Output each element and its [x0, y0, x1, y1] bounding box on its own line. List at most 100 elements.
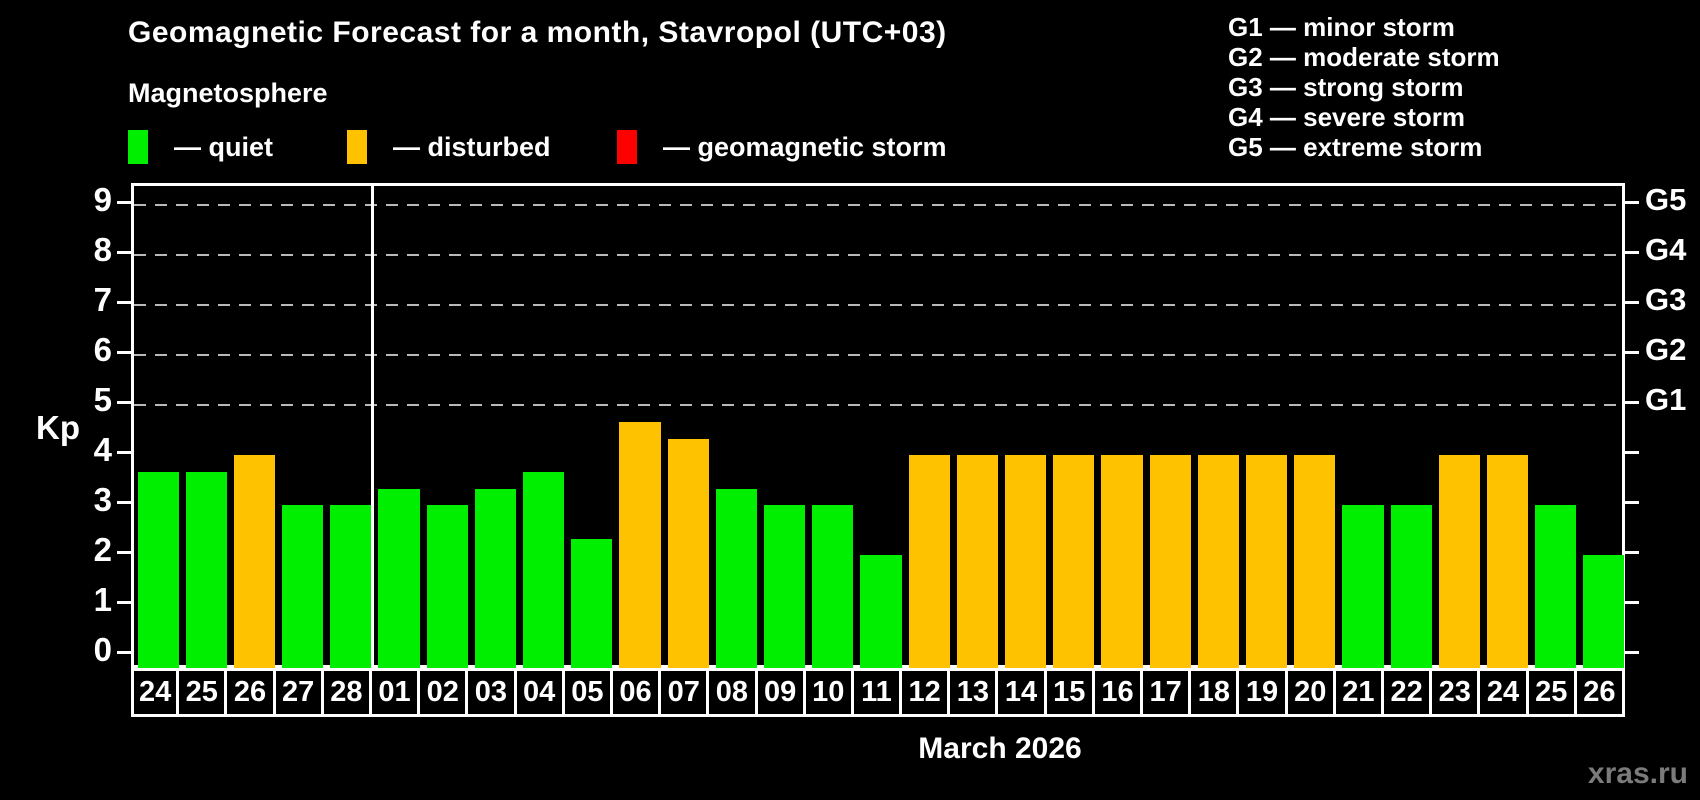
right-tick-9	[1625, 201, 1639, 204]
right-axis-label-g5: G5	[1645, 182, 1687, 218]
day-label-24: 24	[131, 668, 180, 717]
y-tick-label-0: 0	[93, 631, 112, 669]
day-label-11: 11	[850, 668, 903, 717]
y-tick-label-3: 3	[93, 481, 112, 519]
plot-area	[131, 183, 1625, 668]
day-label-20: 20	[1284, 668, 1336, 717]
right-tick-1	[1625, 601, 1639, 604]
day-label-09: 09	[754, 668, 806, 717]
kp-bar-day-25	[1535, 505, 1577, 668]
day-label-03: 03	[465, 668, 517, 717]
y-tick-7	[117, 301, 131, 304]
day-label-01: 01	[368, 668, 421, 717]
y-tick-0	[117, 651, 131, 654]
right-tick-0	[1625, 651, 1639, 654]
kp-bar-day-10	[812, 505, 854, 668]
chart-subtitle: Magnetosphere	[128, 78, 328, 108]
kp-bar-day-01	[378, 488, 420, 668]
kp-bar-day-23	[1438, 455, 1480, 668]
day-label-27: 27	[272, 668, 324, 717]
right-tick-8	[1625, 251, 1639, 254]
kp-bar-day-02	[426, 505, 468, 668]
day-label-05: 05	[561, 668, 613, 717]
kp-bar-day-25	[185, 471, 227, 668]
day-label-17: 17	[1140, 668, 1192, 717]
gridline-kp-6	[134, 354, 1622, 356]
kp-bar-day-24	[137, 471, 179, 668]
kp-bar-day-15	[1053, 455, 1095, 668]
kp-bar-day-07	[667, 438, 709, 668]
day-label-10: 10	[802, 668, 854, 717]
y-tick-label-1: 1	[93, 581, 112, 619]
day-label-08: 08	[706, 668, 758, 717]
right-axis-label-g1: G1	[1645, 382, 1687, 418]
day-label-18: 18	[1188, 668, 1240, 717]
right-tick-2	[1625, 551, 1639, 554]
y-tick-9	[117, 201, 131, 204]
day-label-28: 28	[320, 668, 372, 717]
day-label-13: 13	[947, 668, 999, 717]
kp-bar-day-17	[1149, 455, 1191, 668]
y-tick-label-8: 8	[93, 231, 112, 269]
y-tick-5	[117, 401, 131, 404]
y-tick-4	[117, 451, 131, 454]
day-label-02: 02	[417, 668, 469, 717]
storm-scale-line-g2: G2 — moderate storm	[1228, 42, 1500, 72]
gridline-kp-9	[134, 204, 1622, 206]
right-axis-label-g4: G4	[1645, 232, 1687, 268]
right-tick-7	[1625, 301, 1639, 304]
legend-label-disturbed: — disturbed	[393, 131, 551, 162]
legend-label-storm: — geomagnetic storm	[663, 131, 947, 162]
watermark: xras.ru	[1587, 757, 1688, 790]
day-label-14: 14	[995, 668, 1047, 717]
kp-bar-day-26	[1583, 555, 1625, 668]
kp-bar-day-06	[619, 421, 661, 668]
right-axis-label-g3: G3	[1645, 282, 1687, 318]
kp-bar-day-21	[1342, 505, 1384, 668]
day-label-19: 19	[1236, 668, 1288, 717]
storm-color-swatch	[617, 130, 637, 164]
right-tick-3	[1625, 501, 1639, 504]
day-label-15: 15	[1043, 668, 1095, 717]
legend-label-quiet: — quiet	[174, 131, 273, 162]
legend-item-quiet: — quiet	[128, 130, 273, 164]
kp-bar-day-04	[523, 471, 565, 668]
right-tick-4	[1625, 451, 1639, 454]
day-label-07: 07	[658, 668, 710, 717]
kp-bar-day-13	[956, 455, 998, 668]
month-separator-line	[371, 186, 374, 665]
right-tick-6	[1625, 351, 1639, 354]
kp-bar-day-11	[860, 555, 902, 668]
day-label-25: 25	[176, 668, 228, 717]
day-label-04: 04	[513, 668, 565, 717]
y-tick-label-6: 6	[93, 331, 112, 369]
kp-bar-day-18	[1197, 455, 1239, 668]
y-tick-label-9: 9	[93, 181, 112, 219]
y-tick-label-2: 2	[93, 531, 112, 569]
y-tick-1	[117, 601, 131, 604]
kp-bar-day-09	[764, 505, 806, 668]
day-label-25: 25	[1525, 668, 1577, 717]
y-tick-6	[117, 351, 131, 354]
kp-bar-day-16	[1101, 455, 1143, 668]
day-label-12: 12	[899, 668, 951, 717]
storm-scale-line-g1: G1 — minor storm	[1228, 12, 1455, 42]
storm-scale-line-g4: G4 — severe storm	[1228, 102, 1466, 132]
kp-bar-day-20	[1294, 455, 1336, 668]
y-tick-label-4: 4	[93, 431, 112, 469]
y-tick-8	[117, 251, 131, 254]
kp-bar-day-27	[282, 505, 324, 668]
legend-item-storm: — geomagnetic storm	[617, 130, 947, 164]
kp-bar-day-03	[474, 488, 517, 668]
storm-scale-line-g3: G3 — strong storm	[1228, 72, 1464, 102]
day-label-26: 26	[224, 668, 276, 717]
chart-title: Geomagnetic Forecast for a month, Stavro…	[128, 16, 947, 49]
kp-bar-day-26	[233, 455, 276, 668]
kp-bar-day-14	[1004, 455, 1047, 668]
y-tick-3	[117, 501, 131, 504]
kp-bar-day-19	[1245, 455, 1288, 668]
kp-bar-day-28	[330, 505, 372, 668]
x-axis-title: March 2026	[918, 732, 1082, 765]
day-label-16: 16	[1091, 668, 1144, 717]
